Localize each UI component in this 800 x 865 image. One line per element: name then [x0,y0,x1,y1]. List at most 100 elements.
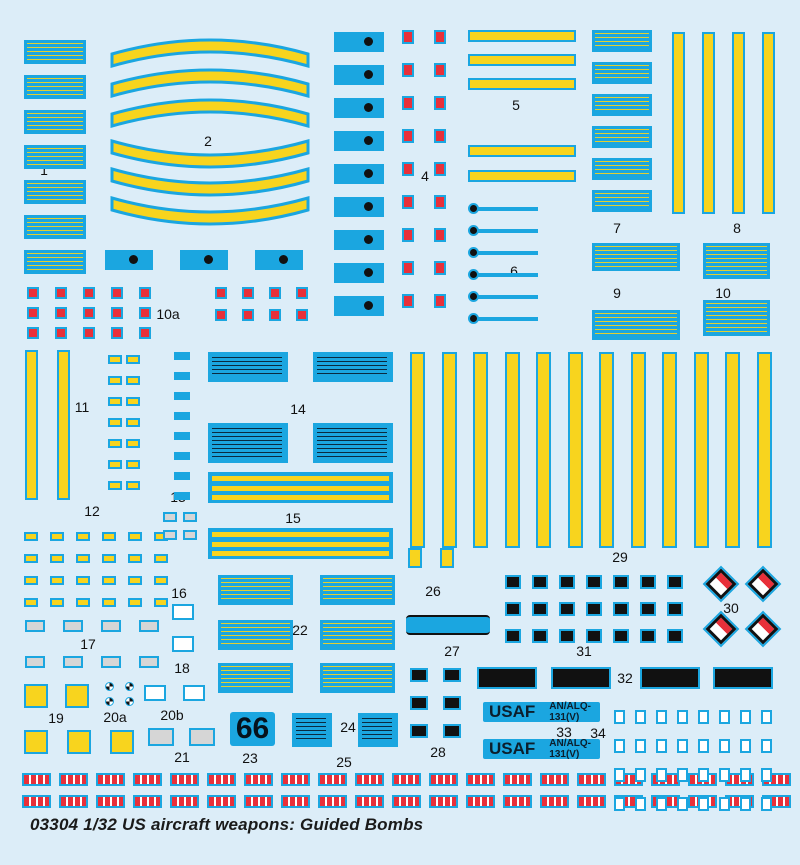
decal-21-shape [189,728,215,746]
decal-11-bar [57,350,70,500]
decal-25-red-white [540,795,569,808]
decal-9-stencil [592,310,680,340]
decal-1-stencil [24,250,86,274]
decal-1-stencil [24,215,86,239]
decal-34-label [719,739,730,753]
decal-25-red-white [392,773,421,786]
decal-14-stencil [313,352,393,382]
decal-number-label: 14 [290,401,306,417]
decal-33-usaf-bottom: USAF AN/ALQ-131(V) [483,738,600,760]
decal-31-black [559,629,575,643]
decal-29-bar [662,352,677,548]
decal-25-red-white [281,795,310,808]
decal-14-stencil [208,423,288,463]
decal-number-label: 9 [613,285,621,301]
decal-16-label [172,636,194,652]
decal-4-red [434,30,446,44]
decal-3-tag [334,296,384,316]
decal-9-stencil [592,243,680,271]
decal-34-label [656,768,667,782]
decal-13-tag [174,432,190,440]
decal-14-stencil [313,423,393,463]
decal-25-red-white [503,773,532,786]
decal-number-label: 21 [174,749,190,765]
decal-34-label [698,710,709,724]
decal-29-bar [630,352,646,548]
decal-17-gray [101,656,121,668]
decal-29-bar [599,352,614,548]
decal-25-red-white [577,773,606,786]
decal-31-black [667,575,683,589]
decal-31-black [667,602,683,616]
decal-12-yellow [126,397,140,406]
decal-22-stencil [218,663,293,693]
decal-number-label: 1 [40,162,48,178]
decal-12-yellow [108,355,122,364]
decal-34-label [740,768,751,782]
decal-34-label [761,710,772,724]
decal-number-label: 29 [612,549,628,565]
black-dot [364,70,373,79]
decal-27-connector [406,615,490,635]
decal-29-bar [567,352,583,548]
decal-4-red [402,261,414,275]
decal-10a-red [215,309,227,321]
decal-22-stencil [218,575,293,605]
decal-4-red [434,195,446,209]
black-dot [204,255,213,264]
decal-34-label [698,739,709,753]
decal-25-red-white [318,795,347,808]
decal-34-label [677,768,688,782]
decal-5-stripe [468,78,576,90]
decal-8-bar [762,32,775,214]
black-dot [364,235,373,244]
decal-31-black [559,575,575,589]
decal-4-red [402,96,414,110]
decal-25-red-white [540,773,569,786]
decal-22-stencil [320,663,395,693]
decal-6-lanyard [478,317,538,321]
decal-number-label: 17 [80,636,96,652]
decal-25-red-white [577,795,606,808]
decal-34-label [761,739,772,753]
decal-number-label: 33 [556,724,572,740]
decal-1-stencil [24,145,86,169]
decal-number-label: 16 [171,585,187,601]
decal-22-stencil [320,620,395,650]
decal-1-stencil [24,180,86,204]
decal-3-tag [334,131,384,151]
decal-31-black [613,575,629,589]
decal-5-stripe [468,145,576,157]
decal-10a-red [55,327,67,339]
decal-8-bar [702,32,715,214]
decal-24-warning [292,713,332,747]
decal-20a-roundel [125,697,134,706]
decal-4-red [402,228,414,242]
decal-13-tag [174,412,190,420]
decal-12-yellow [126,460,140,469]
decal-number-label: 28 [430,744,446,760]
decal-13-tag [174,352,190,360]
decal-7-stencil [592,190,652,212]
decal-13-tag [174,372,190,380]
decal-29-bar [504,352,520,548]
decal-17-gray [63,656,83,668]
decal-34-label [614,797,625,811]
decal-12-yellow [50,576,64,585]
decal-25-red-white [244,773,273,786]
decal-34-label [635,739,646,753]
decal-1-stencil [24,40,86,64]
decal-17-gray [25,656,45,668]
decal-12-yellow [128,576,142,585]
black-dot [364,103,373,112]
decal-32-panel [551,667,611,689]
decal-12-yellow [50,554,64,563]
decal-31-black [505,575,521,589]
decal-12-yellow [126,418,140,427]
decal-12-yellow [76,532,90,541]
decal-21-shape [148,728,174,746]
decal-number-label: 32 [617,670,633,686]
decal-12-yellow [126,481,140,490]
decal-12-yellow [102,554,116,563]
black-dot [279,255,288,264]
